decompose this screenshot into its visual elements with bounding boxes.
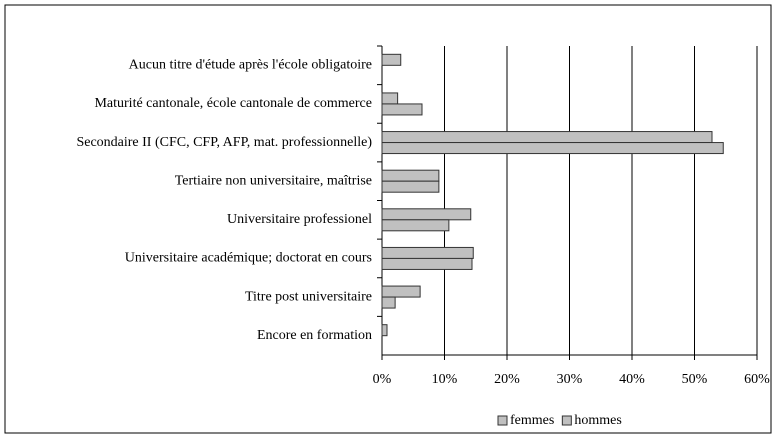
y-tick-label: Titre post universitaire	[245, 289, 372, 304]
legend-label: hommes	[574, 413, 621, 428]
legend-label: femmes	[510, 413, 554, 428]
bar	[381, 246, 474, 259]
y-tick-label: Encore en formation	[257, 328, 372, 343]
y-tick-label: Aucun titre d'étude après l'école obliga…	[129, 58, 372, 73]
y-tick-label: Universitaire professionel	[227, 212, 372, 227]
y-tick-label: Universitaire académique; doctorat en co…	[125, 251, 372, 266]
legend-swatch	[497, 415, 508, 426]
bar	[381, 53, 402, 66]
bar	[381, 131, 713, 144]
y-tick-label: Maturité cantonale, école cantonale de c…	[94, 96, 372, 111]
bar	[381, 257, 473, 270]
x-tick-label: 50%	[682, 372, 708, 387]
x-tick-label: 60%	[744, 372, 770, 387]
x-tick-label: 30%	[557, 372, 583, 387]
bar	[381, 180, 440, 193]
bar	[381, 142, 724, 155]
bar	[381, 169, 440, 182]
bar	[381, 296, 396, 309]
x-tick-label: 20%	[494, 372, 520, 387]
bar	[381, 92, 399, 105]
bar	[381, 219, 450, 232]
bar	[381, 208, 472, 221]
y-tick-label: Secondaire II (CFC, CFP, AFP, mat. profe…	[76, 135, 372, 150]
x-tick-label: 10%	[432, 372, 458, 387]
bar	[381, 103, 423, 116]
bar	[381, 285, 421, 298]
x-tick-label: 40%	[619, 372, 645, 387]
x-tick-label: 0%	[373, 372, 392, 387]
bar	[381, 324, 388, 337]
legend-swatch	[561, 415, 572, 426]
y-tick-label: Tertiaire non universitaire, maîtrise	[175, 173, 372, 188]
